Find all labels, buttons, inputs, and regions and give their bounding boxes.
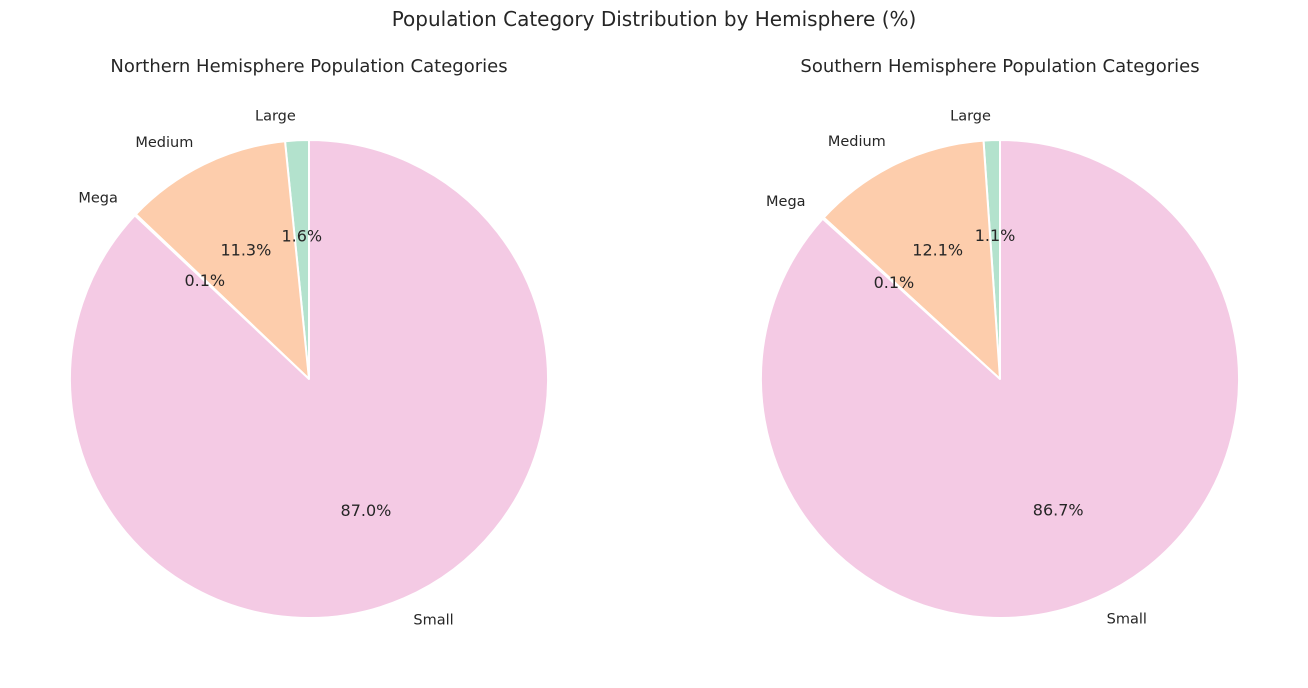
- northern-slice-medium: [134, 140, 310, 380]
- northern-pct-label-small: 87.0%: [341, 501, 392, 520]
- northern-pct-label-mega: 0.1%: [184, 271, 225, 290]
- northern-pct-label-large: 1.6%: [281, 226, 322, 245]
- northern-pct-label-medium: 11.3%: [220, 241, 271, 260]
- southern-slice-medium: [822, 139, 1001, 380]
- southern-pie-labels: Large 1.1% Medium 12.1% Mega 0.1% Small 86.7%: [766, 108, 1147, 627]
- northern-slice-label-large: Large: [255, 108, 296, 124]
- southern-pct-label-large: 1.1%: [975, 226, 1016, 245]
- southern-pct-label-medium: 12.1%: [912, 240, 963, 259]
- southern-slice-label-medium: Medium: [828, 134, 886, 150]
- northern-slice-small: [69, 139, 549, 619]
- southern-pct-label-mega: 0.1%: [874, 273, 915, 292]
- southern-slice-small: [760, 139, 1240, 619]
- northern-pie-chart: Northern Hemisphere Population Categorie…: [69, 56, 549, 628]
- southern-pie-chart: Southern Hemisphere Population Categorie…: [760, 56, 1240, 627]
- northern-pie-slices: [69, 139, 549, 619]
- southern-slice-label-mega: Mega: [766, 194, 806, 210]
- southern-slice-label-large: Large: [950, 108, 991, 124]
- figure-title: Population Category Distribution by Hemi…: [392, 7, 917, 31]
- southern-slice-label-small: Small: [1107, 611, 1147, 627]
- chart-title-northern: Northern Hemisphere Population Categorie…: [110, 56, 507, 77]
- northern-pie-labels: Large 1.6% Medium 11.3% Mega 0.1% Small 87.0%: [78, 108, 453, 628]
- northern-slice-label-mega: Mega: [78, 190, 118, 206]
- chart-title-southern: Southern Hemisphere Population Categorie…: [800, 56, 1199, 77]
- southern-pct-label-small: 86.7%: [1033, 501, 1084, 520]
- northern-slice-label-medium: Medium: [135, 135, 193, 151]
- northern-slice-label-small: Small: [413, 612, 453, 628]
- southern-pie-slices: [760, 139, 1240, 619]
